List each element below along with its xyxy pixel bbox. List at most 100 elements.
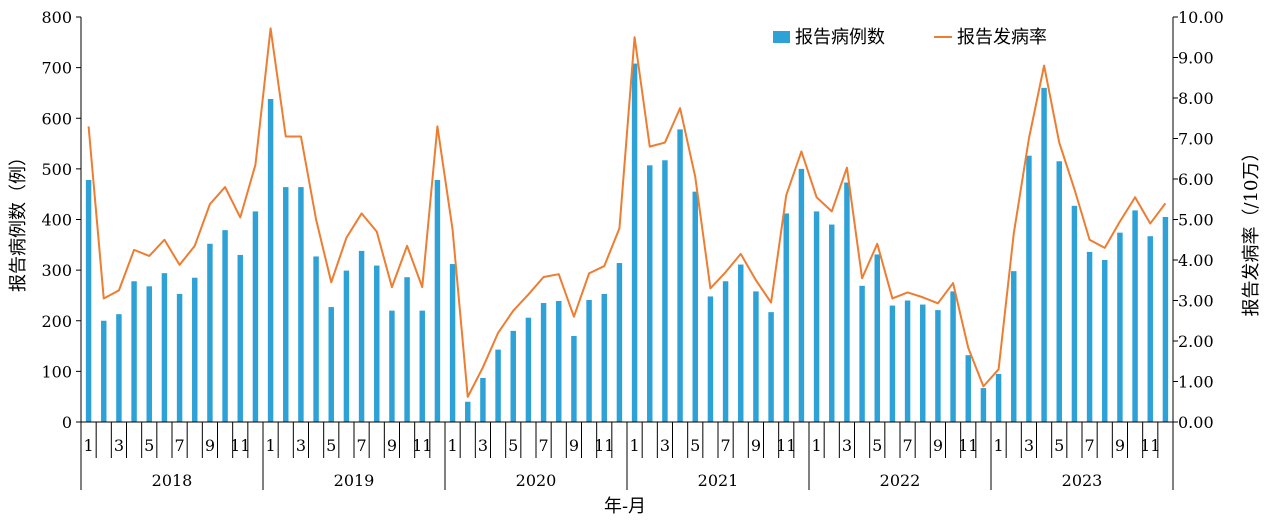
y-right-tick-label: 8.00 [1178, 89, 1214, 108]
year-label: 2023 [1062, 471, 1103, 490]
x-month-label: 9 [569, 436, 579, 455]
x-month-label: 1 [265, 436, 275, 455]
year-label: 2020 [516, 471, 557, 490]
bar [510, 330, 516, 423]
x-month-label: 7 [538, 436, 548, 455]
right-axis-ticks: 0.00 1.00 2.00 3.00 4.00 5.00 6.00 7.00 8.00 9.00… [1173, 8, 1224, 432]
bar [85, 180, 92, 422]
x-month-label: 3 [114, 436, 124, 455]
x-month-label: 1 [811, 436, 821, 455]
x-month-label: 11 [594, 436, 614, 455]
bar [556, 301, 562, 422]
x-month-label: 9 [933, 436, 943, 455]
bar [844, 182, 850, 422]
bar [222, 230, 228, 422]
bar [1086, 251, 1093, 422]
bar [904, 300, 911, 422]
bar [1162, 216, 1169, 422]
x-month-label: 5 [690, 436, 700, 455]
year-label: 2019 [334, 471, 375, 490]
legend: 报告病例数 报告发病率 [773, 27, 1047, 48]
year-label: 2021 [698, 471, 739, 490]
y-right-tick-label: 5.00 [1178, 211, 1214, 230]
bar [662, 160, 668, 422]
x-month-label: 9 [1115, 436, 1125, 455]
y-right-tick-label: 0.00 [1178, 413, 1214, 432]
bar [1071, 205, 1078, 422]
bar [343, 270, 350, 422]
bar [829, 224, 835, 422]
x-month-label: 5 [326, 436, 336, 455]
bar [935, 310, 941, 422]
x-month-label: 7 [356, 436, 366, 455]
bar [601, 293, 607, 422]
x-month-label: 1 [83, 436, 93, 455]
bar [631, 63, 638, 422]
y-left-tick-label: 800 [41, 8, 72, 27]
x-month-label: 7 [720, 436, 730, 455]
bar [465, 401, 471, 422]
bar [1117, 232, 1123, 422]
y-axis-right-title: 报告发病率（/10万） [1241, 144, 1262, 317]
y-left-tick-label: 500 [41, 160, 72, 179]
bar [889, 305, 896, 422]
y-left-tick-label: 200 [41, 312, 72, 331]
bar [616, 263, 623, 422]
bar [161, 273, 168, 422]
y-left-tick-label: 0 [62, 413, 72, 432]
x-month-label: 3 [296, 436, 306, 455]
bar [571, 335, 577, 422]
x-month-label: 9 [205, 436, 215, 455]
bar [116, 314, 122, 422]
bar [980, 388, 987, 422]
bar [1102, 260, 1108, 422]
y-left-tick-label: 400 [41, 211, 72, 230]
y-right-tick-label: 1.00 [1178, 373, 1214, 392]
bar-series [85, 63, 1169, 423]
x-month-label: 3 [660, 436, 670, 455]
left-axis-ticks: 0 100 200 300 400 500 600 700 800 [41, 8, 81, 432]
incidence-line [87, 27, 1167, 398]
bar [1011, 271, 1017, 422]
x-month-label: 11 [412, 436, 432, 455]
x-month-label: 5 [872, 436, 882, 455]
y-right-tick-label: 10.00 [1178, 8, 1224, 27]
y-left-tick-label: 600 [41, 109, 72, 128]
bar [283, 187, 289, 422]
bar [722, 281, 729, 422]
y-left-tick-label: 700 [41, 59, 72, 78]
line-series [87, 27, 1167, 398]
bar [540, 303, 547, 422]
bar [1132, 210, 1138, 422]
bar [768, 312, 774, 422]
bar [647, 165, 653, 422]
y-right-tick-label: 7.00 [1178, 130, 1214, 149]
x-month-label: 1 [629, 436, 639, 455]
bar [374, 265, 380, 422]
bar [298, 187, 304, 422]
bar [389, 310, 395, 423]
bar [1147, 236, 1153, 422]
y-right-tick-label: 3.00 [1178, 292, 1214, 311]
legend-bar-label: 报告病例数 [795, 27, 885, 48]
axes [80, 17, 1174, 423]
bar [267, 99, 274, 422]
bar [252, 211, 259, 422]
x-month-label: 1 [447, 436, 457, 455]
y-right-tick-label: 4.00 [1178, 251, 1214, 270]
x-month-label: 11 [1140, 436, 1160, 455]
bar [419, 310, 425, 423]
bar [692, 191, 698, 422]
bar [480, 377, 486, 422]
x-month-label: 3 [842, 436, 852, 455]
x-month-label: 7 [902, 436, 912, 455]
bar [586, 299, 592, 422]
year-label: 2022 [880, 471, 921, 490]
bar [995, 373, 1002, 422]
x-axis-title: 年-月 [604, 496, 646, 517]
year-label: 2018 [152, 471, 193, 490]
bar [753, 291, 759, 422]
bar [874, 254, 880, 422]
